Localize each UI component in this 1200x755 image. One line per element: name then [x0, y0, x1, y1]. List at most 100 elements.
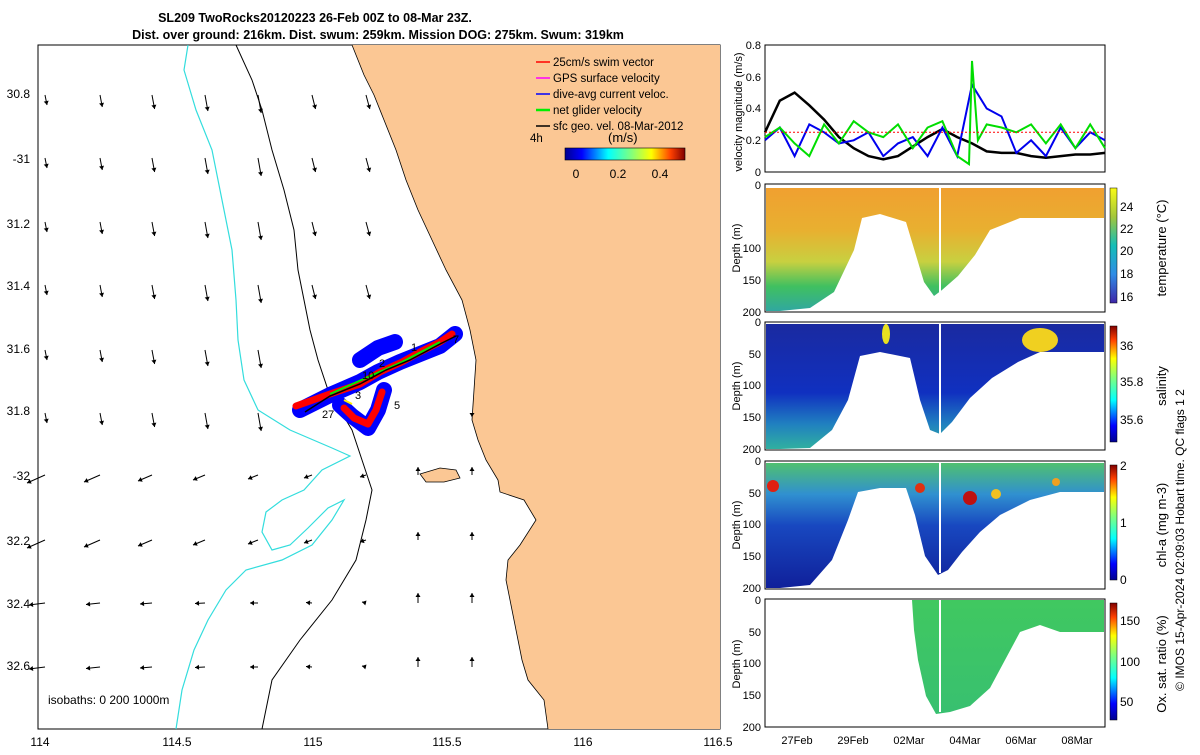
colorbar-tick: 0.2 — [610, 167, 627, 181]
salinity-high-patch — [882, 324, 890, 344]
speed-colorbar: (m/s) 0 0.2 0.4 — [564, 130, 686, 181]
current-arrow-head — [99, 102, 105, 107]
ctick: 2 — [1120, 459, 1127, 473]
ctick: 36 — [1120, 339, 1134, 353]
lon-tick: 116 — [573, 735, 592, 749]
ctick: 35.6 — [1120, 413, 1144, 427]
ytick: 0.2 — [746, 135, 761, 147]
colorbar-tick: 0 — [573, 167, 580, 181]
ytick: 0 — [755, 167, 761, 179]
current-arrow-head — [304, 474, 309, 479]
temperature-clabel: temperature (°C) — [1154, 200, 1169, 297]
chla-colorbar — [1109, 464, 1118, 581]
lon-tick: 115.5 — [432, 735, 461, 749]
lat-tick: -32 — [13, 469, 31, 483]
current-arrow-head — [366, 104, 372, 109]
legend-label: GPS surface velocity — [553, 73, 660, 85]
current-arrow-head — [469, 657, 475, 661]
coastline — [351, 44, 549, 730]
track-label: 1 — [411, 342, 417, 354]
current-arrow-head — [258, 298, 263, 303]
section-yticks: 0 50 100 150 200 — [743, 317, 761, 456]
current-arrow-head — [43, 163, 49, 168]
current-arrow-head — [43, 100, 49, 105]
ytick: 150 — [743, 275, 761, 287]
xtick: 02Mar — [893, 735, 925, 747]
arrow-field — [26, 94, 475, 671]
map-lat-ticks: 30.8 -31 31.2 31.4 31.6 31.8 -32 32.2 32… — [7, 87, 31, 673]
ytick: 200 — [743, 307, 761, 319]
current-arrow-head — [138, 542, 143, 547]
ytick: 100 — [743, 519, 761, 531]
velocity-series-line — [763, 91, 1106, 161]
track-geo-velocity — [304, 335, 457, 413]
ytick: 100 — [743, 243, 761, 255]
map-panel: 7 1 2 10 3 5 27 25cm/s swim vector GPS s… — [7, 44, 733, 749]
lat-tick: 32.2 — [7, 534, 31, 548]
colorbar-title: (m/s) — [608, 130, 638, 145]
xtick: 27Feb — [781, 735, 812, 747]
lat-tick: 31.6 — [7, 342, 31, 356]
current-arrow-head — [140, 665, 145, 671]
ctick: 50 — [1120, 695, 1134, 709]
current-arrow-head — [43, 355, 49, 360]
section-yticks: 0 50 100 150 200 — [743, 456, 761, 595]
current-arrow-head — [151, 294, 157, 299]
ytick: 200 — [743, 444, 761, 456]
temperature-colorbar — [1109, 187, 1118, 304]
legend-label: sfc geo. vel. 08-Mar-2012 — [553, 121, 683, 133]
current-arrow-head — [151, 422, 157, 427]
isobath-1000m — [175, 44, 352, 730]
lon-tick: 114.5 — [162, 735, 191, 749]
current-arrow-head — [99, 420, 105, 425]
current-arrow-head — [469, 413, 475, 417]
current-arrow-head — [99, 229, 105, 234]
legend-entry-net: net glider velocity — [536, 105, 642, 117]
velocity-series-line — [764, 60, 1106, 166]
salinity-section: 0 50 100 150 200 Depth (m) 36 35.8 35.6 … — [731, 317, 1169, 456]
current-arrow-head — [195, 600, 200, 606]
time-xticks: 27Feb 29Feb 02Mar 04Mar 06Mar 08Mar — [781, 735, 1093, 747]
colorbar-gradient — [564, 147, 686, 161]
salinity-colorbar — [1109, 325, 1118, 443]
current-arrow-head — [43, 227, 49, 232]
chla-high-patch — [767, 480, 779, 492]
current-arrow-head — [258, 171, 263, 176]
ytick: 0 — [755, 595, 761, 607]
current-arrow-head — [99, 292, 105, 297]
current-arrow-head — [258, 235, 263, 240]
current-arrow-head — [248, 540, 253, 545]
current-arrow-head — [258, 108, 263, 113]
current-arrow-head — [193, 476, 198, 481]
temperature-gap-line — [939, 188, 941, 298]
current-arrow-head — [415, 467, 421, 471]
legend-entry-geo: sfc geo. vel. 08-Mar-2012 — [536, 121, 683, 133]
ctick: 18 — [1120, 267, 1134, 281]
current-arrow-head — [304, 539, 309, 544]
current-arrow-head — [151, 231, 157, 236]
oxygen-gap-line — [939, 600, 941, 712]
ytick: 0 — [755, 456, 761, 468]
legend-entry-gps: GPS surface velocity — [536, 73, 660, 85]
chla-high-patch — [915, 483, 925, 493]
oxygen-cticks: 150 100 50 — [1120, 614, 1140, 709]
current-arrow-head — [250, 600, 254, 606]
chla-high-patch — [991, 489, 1001, 499]
current-arrow-head — [258, 363, 263, 368]
temperature-field — [766, 188, 1104, 311]
ytick: 200 — [743, 583, 761, 595]
velocity-series — [763, 60, 1106, 166]
current-arrow-head — [151, 167, 157, 172]
lat-tick: 32.4 — [7, 597, 31, 611]
salinity-gap-line — [939, 324, 941, 434]
current-arrow-head — [193, 541, 198, 546]
ytick: 150 — [743, 690, 761, 702]
ctick: 22 — [1120, 222, 1134, 236]
current-arrow-head — [84, 478, 89, 483]
lat-tick: -31 — [13, 152, 31, 166]
xtick: 04Mar — [949, 735, 981, 747]
map-legend: 25cm/s swim vector GPS surface velocity … — [530, 57, 683, 145]
ytick: 0.6 — [746, 72, 761, 84]
track-gps-velocity — [343, 399, 353, 405]
